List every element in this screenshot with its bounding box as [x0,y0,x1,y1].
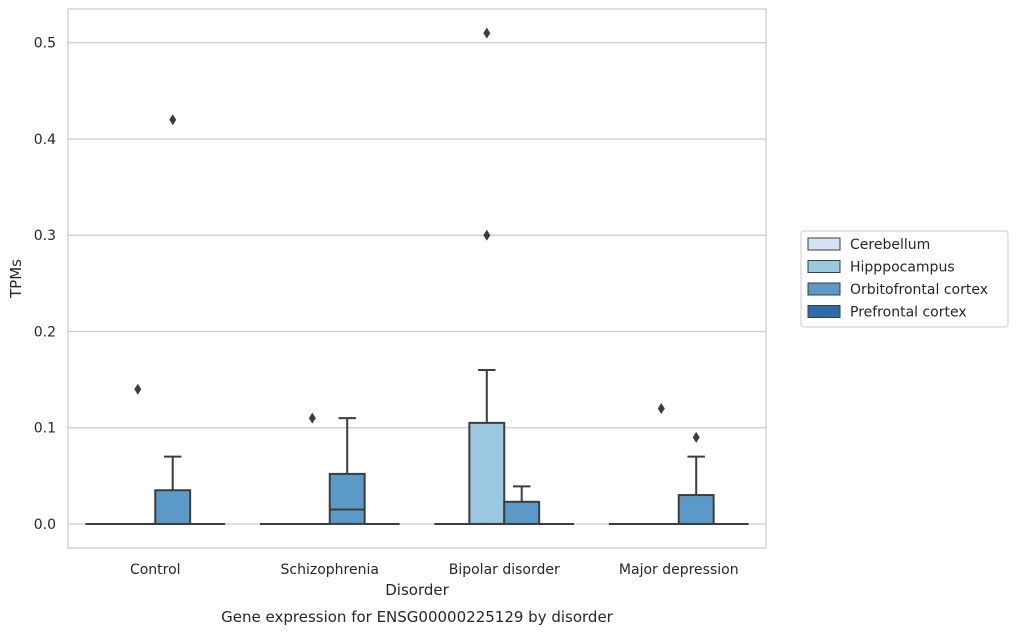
y-axis-title: TPMs [7,259,25,299]
legend-swatch [807,237,841,251]
x-axis-title: Disorder [385,581,449,599]
legend-swatch [807,305,841,318]
outlier-point [657,402,665,414]
box-body [677,494,715,525]
y-tick-label: 0.0 [34,517,56,533]
outlier-point [169,114,177,126]
legend-label: Prefrontal cortex [850,305,967,321]
y-tick-label: 0.3 [34,228,56,244]
x-tick-label: Control [130,562,181,578]
y-tick-label: 0.2 [34,324,56,340]
box-layer [85,27,749,525]
y-tick-label: 0.1 [34,421,56,437]
legend-label: Cerebellum [850,237,930,253]
legend-label: Hipppocampus [850,260,955,276]
outlier-point [483,27,491,39]
box-orbitofrontal-cortex [154,114,192,525]
x-tick-labels: Control Schizophrenia Bipolar disorder Majo… [130,562,739,578]
box-orbitofrontal-cortex [503,485,541,525]
legend-swatch [807,260,841,273]
legend-swatch [807,282,841,296]
y-tick-label: 0.4 [34,132,56,148]
y-tick-label: 0.5 [34,36,56,52]
box-body [328,472,366,525]
box-hipppocampus [120,383,156,525]
plot-frame [67,8,767,549]
legend-label: Orbitofrontal cortex [850,282,988,298]
box-body [503,500,541,525]
box-hipppocampus [643,402,679,525]
outlier-point [308,412,316,424]
box-hipppocampus [468,27,506,525]
x-tick-label: Major depression [619,562,739,578]
box-body [154,489,192,525]
legend-frame [800,230,1009,328]
outlier-point [134,383,142,395]
box-body [468,421,506,525]
chart-title: Gene expression for ENSG00000225129 by d… [221,608,614,626]
x-tick-label: Schizophrenia [281,562,379,578]
y-tick-labels: 0.0 0.1 0.2 0.3 0.4 0.5 [34,36,56,533]
x-tick-label: Bipolar disorder [449,562,560,578]
box-orbitofrontal-cortex [677,431,715,525]
legend: Cerebellum Hipppocampus Orbitofrontal cort… [800,230,1009,328]
box-orbitofrontal-cortex [328,417,366,525]
box-hipppocampus [294,412,330,525]
outlier-point [692,431,700,443]
outlier-point [483,229,491,241]
